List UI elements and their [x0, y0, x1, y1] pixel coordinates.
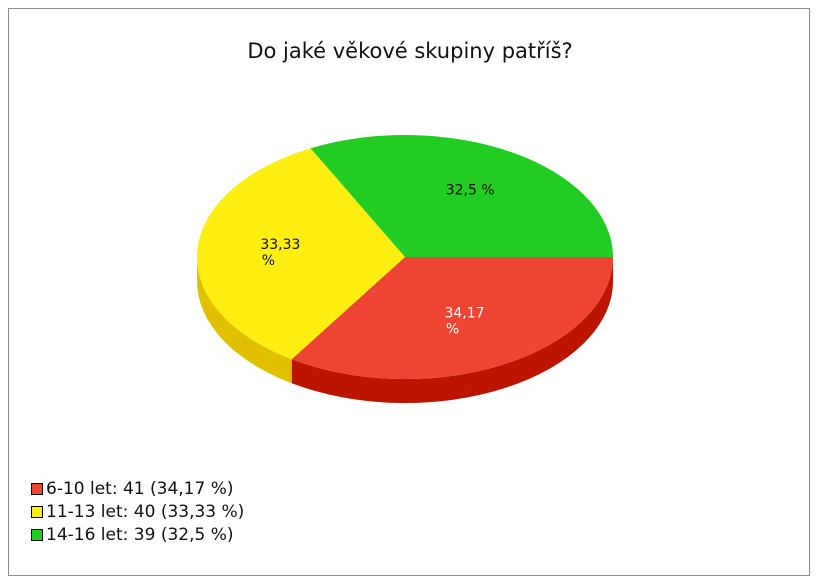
- pie-slice-11-13-let: [197, 148, 405, 360]
- legend-swatch-14-16: [31, 528, 43, 541]
- legend-item-14-16: 14-16 let: 39 (32,5 %): [31, 523, 244, 546]
- legend-item-11-13: 11-13 let: 40 (33,33 %): [31, 500, 244, 523]
- pie-chart: 34,17 % 33,33 % 32,5 %: [197, 135, 613, 403]
- chart-frame: Do jaké věkové skupiny patříš? 34,17% 33,…: [8, 8, 810, 576]
- legend-item-6-10: 6-10 let: 41 (34,17 %): [31, 477, 244, 500]
- legend: 6-10 let: 41 (34,17 %) 11-13 let: 40 (33…: [31, 477, 244, 546]
- pie-label-14-16-let: 32,5 %: [446, 183, 495, 199]
- legend-label-14-16: 14-16 let: 39 (32,5 %): [46, 524, 234, 545]
- pie-slice-14-16-let: [310, 135, 613, 257]
- pie-label-6-10-let: 34,17%: [444, 305, 484, 337]
- legend-swatch-11-13: [31, 505, 43, 518]
- legend-label-11-13: 11-13 let: 40 (33,33 %): [46, 501, 245, 522]
- pie-side-6-10-let: [291, 257, 613, 403]
- pie-slice-6-10-let: [291, 257, 613, 379]
- legend-swatch-6-10: [31, 482, 43, 495]
- pie-side-11-13-let: [197, 257, 292, 384]
- legend-label-6-10: 6-10 let: 41 (34,17 %): [46, 478, 234, 499]
- chart-title: Do jaké věkové skupiny patříš?: [247, 39, 573, 63]
- pie-label-11-13-let: 33,33%: [260, 237, 300, 269]
